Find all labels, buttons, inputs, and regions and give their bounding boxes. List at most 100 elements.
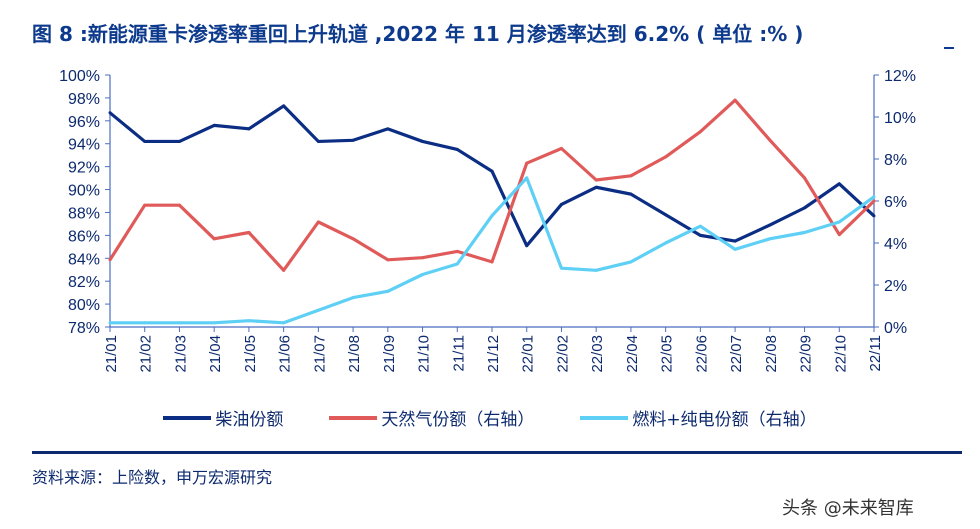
data-point bbox=[803, 206, 807, 210]
source-note: 资料来源：上险数，申万宏源研究 bbox=[32, 468, 273, 487]
left-tick-label: 94% bbox=[68, 137, 100, 154]
legend-label: 燃料+纯电份额（右轴） bbox=[632, 410, 817, 430]
x-tick-label: 21/08 bbox=[346, 335, 363, 373]
right-tick-label: 2% bbox=[884, 278, 907, 295]
data-point bbox=[733, 98, 737, 102]
data-point bbox=[872, 214, 876, 218]
x-tick-label: 21/12 bbox=[485, 335, 502, 373]
data-point bbox=[421, 139, 425, 143]
x-tick-label: 22/06 bbox=[693, 335, 710, 373]
left-tick-label: 86% bbox=[68, 228, 100, 245]
data-point bbox=[664, 213, 668, 217]
data-point bbox=[455, 147, 459, 151]
x-tick-label: 21/11 bbox=[450, 335, 467, 371]
right-tick-label: 6% bbox=[884, 194, 907, 211]
data-point bbox=[837, 220, 841, 224]
left-tick-label: 90% bbox=[68, 183, 100, 200]
x-tick-label: 22/03 bbox=[589, 335, 606, 373]
data-point bbox=[490, 169, 494, 173]
data-point bbox=[386, 289, 390, 293]
data-point bbox=[733, 247, 737, 251]
x-tick-label: 21/07 bbox=[311, 335, 328, 373]
divider bbox=[32, 451, 962, 454]
legend: 柴油份额 天然气份额（右轴） 燃料+纯电份额（右轴） bbox=[0, 405, 980, 430]
x-tick-label: 22/08 bbox=[763, 335, 780, 373]
data-point bbox=[421, 256, 425, 260]
legend-label: 柴油份额 bbox=[215, 410, 284, 430]
series-line-2 bbox=[110, 176, 875, 325]
legend-swatch bbox=[580, 415, 629, 420]
legend-item: 柴油份额 bbox=[163, 405, 283, 430]
data-point bbox=[768, 237, 772, 241]
data-point bbox=[143, 203, 147, 207]
data-point bbox=[629, 174, 633, 178]
chart: 78%80%82%84%86%88%90%92%94%96%98%100%0%2… bbox=[59, 68, 916, 373]
data-point bbox=[490, 260, 494, 264]
data-point bbox=[108, 321, 112, 325]
left-tick-label: 78% bbox=[68, 320, 100, 337]
left-tick-label: 100% bbox=[59, 68, 100, 85]
x-tick-label: 22/10 bbox=[832, 335, 849, 373]
left-tick-label: 80% bbox=[68, 297, 100, 314]
data-point bbox=[872, 199, 876, 203]
right-tick-label: 8% bbox=[884, 152, 907, 169]
x-tick-label: 22/09 bbox=[798, 335, 815, 373]
data-point bbox=[386, 258, 390, 262]
data-point bbox=[837, 182, 841, 186]
data-point bbox=[803, 231, 807, 234]
data-point bbox=[212, 321, 216, 325]
data-point bbox=[177, 203, 181, 207]
data-point bbox=[525, 176, 529, 180]
data-point bbox=[559, 147, 563, 150]
left-tick-label: 84% bbox=[68, 251, 100, 268]
data-point bbox=[559, 202, 563, 206]
data-point bbox=[108, 258, 112, 262]
data-point bbox=[351, 296, 355, 300]
x-tick-label: 22/02 bbox=[554, 335, 571, 373]
data-point bbox=[525, 161, 529, 165]
x-tick-label: 21/04 bbox=[207, 335, 224, 373]
data-point bbox=[247, 127, 251, 131]
data-point bbox=[594, 185, 598, 189]
data-point bbox=[629, 260, 633, 264]
data-point bbox=[698, 130, 702, 134]
data-point bbox=[733, 239, 737, 243]
data-point bbox=[525, 244, 529, 248]
chart-title: 图 8 :新能源重卡渗透率重回上升轨道 ,2022 年 11 月渗透率达到 6.… bbox=[32, 22, 804, 46]
data-point bbox=[143, 139, 147, 143]
data-point bbox=[351, 138, 355, 142]
data-point bbox=[594, 268, 598, 272]
x-tick-label: 22/05 bbox=[659, 335, 676, 373]
x-tick-label: 22/07 bbox=[728, 335, 745, 373]
right-tick-label: 4% bbox=[884, 236, 907, 253]
data-point bbox=[421, 273, 425, 276]
x-tick-label: 21/05 bbox=[242, 335, 259, 373]
legend-label: 天然气份额（右轴） bbox=[381, 410, 535, 430]
data-point bbox=[282, 268, 286, 272]
data-point bbox=[351, 237, 355, 241]
left-tick-label: 82% bbox=[68, 274, 100, 291]
data-point bbox=[872, 195, 876, 199]
data-point bbox=[386, 127, 390, 131]
data-point bbox=[143, 321, 147, 325]
data-point bbox=[316, 220, 320, 224]
data-point bbox=[629, 192, 633, 196]
data-point bbox=[316, 308, 320, 312]
data-point bbox=[664, 155, 668, 159]
x-tick-label: 21/06 bbox=[277, 335, 294, 373]
data-point bbox=[247, 231, 251, 234]
data-point bbox=[108, 111, 112, 115]
data-point bbox=[455, 262, 459, 266]
title-underline bbox=[944, 47, 954, 49]
data-point bbox=[177, 139, 181, 143]
x-tick-label: 22/01 bbox=[520, 335, 537, 373]
data-point bbox=[768, 223, 772, 227]
data-point bbox=[698, 224, 702, 228]
data-point bbox=[316, 139, 320, 143]
x-tick-label: 21/10 bbox=[416, 335, 433, 373]
data-point bbox=[594, 178, 598, 182]
data-point bbox=[177, 321, 181, 325]
data-point bbox=[803, 176, 807, 180]
data-point bbox=[698, 233, 702, 237]
data-point bbox=[837, 233, 841, 237]
